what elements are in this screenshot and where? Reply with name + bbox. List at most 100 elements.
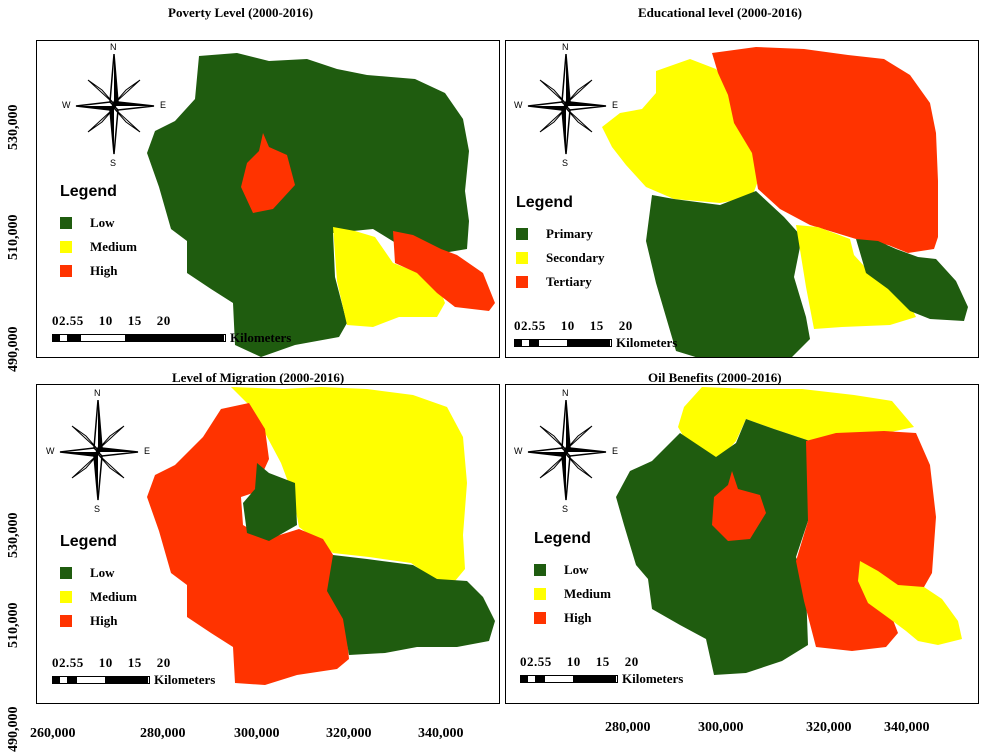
- legend-item: Medium: [60, 585, 137, 609]
- legend-oil-benefits: Legend Low Medium High: [534, 530, 611, 630]
- scale-bar-education: 02.55 10 15 20 Kilometers: [514, 318, 677, 351]
- region-secondary-north: [602, 59, 758, 203]
- legend-swatch: [534, 612, 546, 624]
- legend-poverty: Legend Low Medium High: [60, 183, 137, 283]
- compass-s: S: [562, 504, 569, 514]
- panel-title-education: Educational level (2000-2016): [638, 5, 802, 20]
- compass-w: W: [514, 100, 523, 110]
- legend-swatch: [60, 217, 72, 229]
- legend-item: Medium: [534, 582, 611, 606]
- legend-migration: Legend Low Medium High: [60, 533, 137, 633]
- scale-bar-poverty: 02.55 10 15 20 Kilometers: [52, 313, 291, 346]
- compass-e: E: [612, 100, 619, 110]
- legend-swatch: [60, 265, 72, 277]
- x-tick-label: 320,000: [326, 726, 372, 741]
- scale-unit: Kilometers: [622, 671, 684, 686]
- compass-s: S: [110, 158, 117, 168]
- panel-title-migration: Level of Migration (2000-2016): [172, 370, 345, 385]
- compass-n: N: [562, 388, 569, 398]
- legend-label: Low: [90, 215, 115, 230]
- legend-label: High: [564, 610, 592, 625]
- y-tick-label: 490,000: [6, 326, 21, 373]
- north-arrow-migration: N S W E: [46, 388, 156, 514]
- legend-item: High: [60, 609, 137, 633]
- y-tick-label: 510,000: [6, 602, 21, 649]
- legend-label: Primary: [546, 226, 593, 241]
- region-medium: [333, 227, 445, 327]
- legend-swatch: [534, 588, 546, 600]
- legend-item: Primary: [516, 222, 605, 246]
- legend-item: Low: [60, 211, 137, 235]
- region-low: [147, 53, 469, 357]
- map-panel-poverty: [36, 40, 500, 358]
- north-arrow-poverty: N S W E: [62, 42, 172, 168]
- scale-bar-graphic: [52, 676, 150, 684]
- legend-label: Low: [564, 562, 589, 577]
- y-tick-label: 530,000: [6, 512, 21, 559]
- scale-numbers: 02.55 10 15 20: [52, 313, 171, 328]
- scale-unit: Kilometers: [616, 335, 678, 350]
- x-tick-label: 320,000: [806, 720, 852, 735]
- compass-rose-icon: [59, 399, 139, 501]
- region-map-education: [602, 47, 968, 357]
- scale-bar-oil-benefits: 02.55 10 15 20 Kilometers: [520, 654, 683, 687]
- x-tick-label: 300,000: [234, 726, 280, 741]
- compass-e: E: [160, 100, 167, 110]
- map-panel-migration: [36, 384, 500, 704]
- legend-item: Medium: [60, 235, 137, 259]
- region-high-east: [393, 231, 495, 311]
- region-medium-east: [858, 561, 962, 645]
- compass-rose-icon: [75, 53, 155, 155]
- region-medium-north: [678, 387, 914, 459]
- legend-label: Secondary: [546, 250, 605, 265]
- legend-item: Low: [534, 558, 611, 582]
- compass-w: W: [514, 446, 523, 456]
- legend-heading: Legend: [60, 183, 117, 200]
- legend-label: High: [90, 613, 118, 628]
- region-primary-east: [856, 239, 968, 321]
- region-low-center: [243, 463, 297, 541]
- scale-numbers: 02.55 10 15 20: [520, 654, 639, 669]
- scale-unit: Kilometers: [230, 330, 292, 345]
- legend-label: Medium: [564, 586, 611, 601]
- region-high-west: [147, 403, 349, 685]
- north-arrow-oil-benefits: N S W E: [514, 388, 624, 514]
- panel-title-oil-benefits: Oil Benefits (2000-2016): [648, 370, 782, 385]
- region-low-east: [327, 555, 495, 655]
- legend-swatch: [60, 591, 72, 603]
- legend-swatch: [60, 615, 72, 627]
- region-high-east: [796, 431, 936, 651]
- panel-title-poverty: Poverty Level (2000-2016): [168, 5, 314, 20]
- legend-swatch: [534, 564, 546, 576]
- legend-swatch: [516, 276, 528, 288]
- y-tick-label: 510,000: [6, 214, 21, 261]
- scale-numbers: 02.55 10 15 20: [514, 318, 633, 333]
- legend-item: High: [534, 606, 611, 630]
- compass-e: E: [612, 446, 619, 456]
- compass-rose-icon: [527, 399, 607, 501]
- scale-bar-graphic: [52, 334, 226, 342]
- north-arrow-education: N S W E: [514, 42, 624, 168]
- compass-e: E: [144, 446, 151, 456]
- compass-s: S: [562, 158, 569, 168]
- legend-heading: Legend: [534, 530, 591, 547]
- y-tick-label: 490,000: [6, 706, 21, 753]
- region-map-poverty: [147, 53, 495, 357]
- legend-label: Low: [90, 565, 115, 580]
- compass-s: S: [94, 504, 101, 514]
- x-tick-label: 260,000: [30, 726, 76, 741]
- region-map-oil-benefits: [616, 387, 962, 675]
- legend-label: High: [90, 263, 118, 278]
- scale-bar-migration: 02.55 10 15 20 Kilometers: [52, 655, 215, 688]
- region-high-center: [712, 471, 766, 541]
- compass-n: N: [94, 388, 101, 398]
- x-tick-label: 340,000: [884, 720, 930, 735]
- region-high-center: [241, 133, 295, 213]
- region-medium: [231, 387, 467, 581]
- region-map-migration: [147, 387, 495, 685]
- y-tick-label: 530,000: [6, 104, 21, 151]
- scale-unit: Kilometers: [154, 672, 216, 687]
- map-panel-oil-benefits: [505, 384, 979, 704]
- compass-rose-icon: [527, 53, 607, 155]
- scale-numbers: 02.55 10 15 20: [52, 655, 171, 670]
